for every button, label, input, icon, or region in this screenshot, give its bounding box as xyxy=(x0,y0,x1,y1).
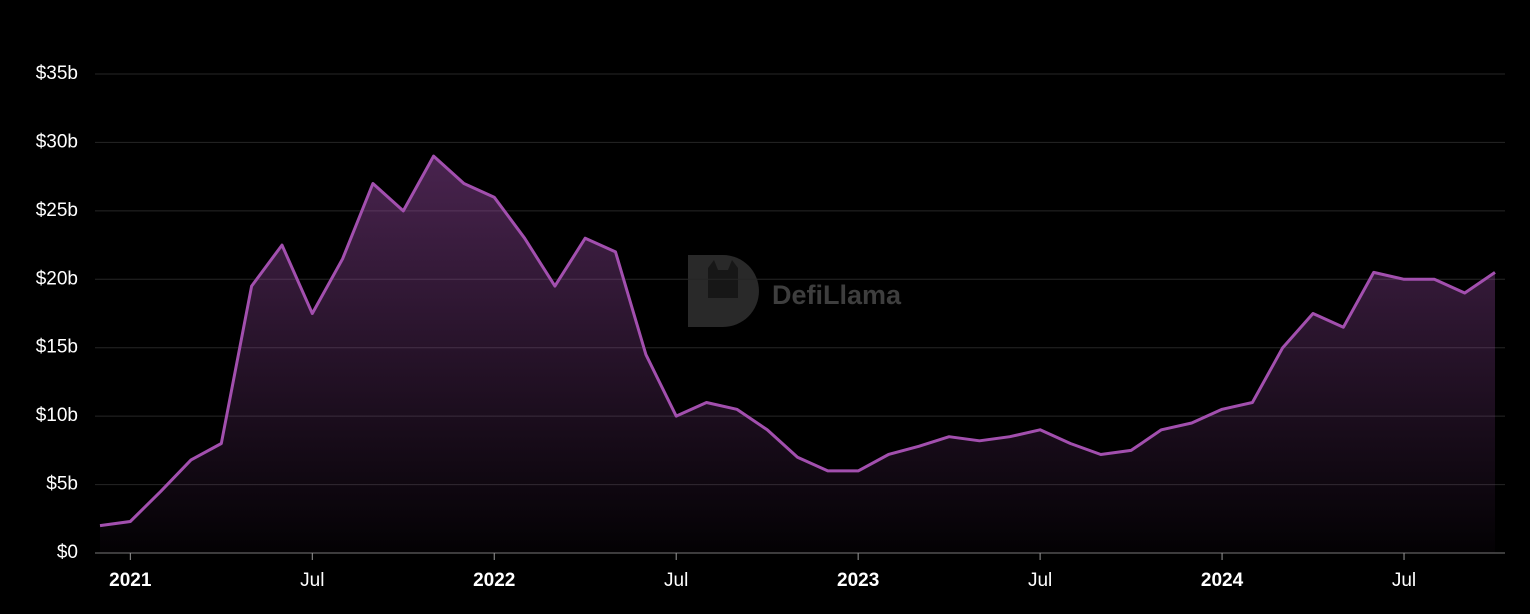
y-tick-label: $15b xyxy=(36,337,78,358)
x-tick-label: 2021 xyxy=(109,570,152,591)
y-tick-label: $30b xyxy=(36,131,78,152)
area xyxy=(100,156,1495,553)
x-tick-label: 2022 xyxy=(473,570,515,591)
line xyxy=(99,154,1496,528)
x-tick-label: Jul xyxy=(300,570,324,591)
y-tick-label: $35b xyxy=(36,63,78,84)
x-tick-label: Jul xyxy=(1028,570,1052,591)
x-tick-label: Jul xyxy=(664,570,688,591)
x-tick-label: Jul xyxy=(1392,570,1416,591)
y-tick-label: $20b xyxy=(36,268,78,289)
watermark: DefiLlama xyxy=(772,280,902,310)
y-tick-label: $5b xyxy=(46,474,78,495)
watermark-icon xyxy=(688,255,759,327)
y-tick-label: $0 xyxy=(57,542,78,563)
y-tick-label: $10b xyxy=(36,405,78,426)
x-tick-label: 2024 xyxy=(1201,570,1244,591)
x-tick-label: 2023 xyxy=(837,570,879,591)
y-tick-label: $25b xyxy=(36,200,78,221)
